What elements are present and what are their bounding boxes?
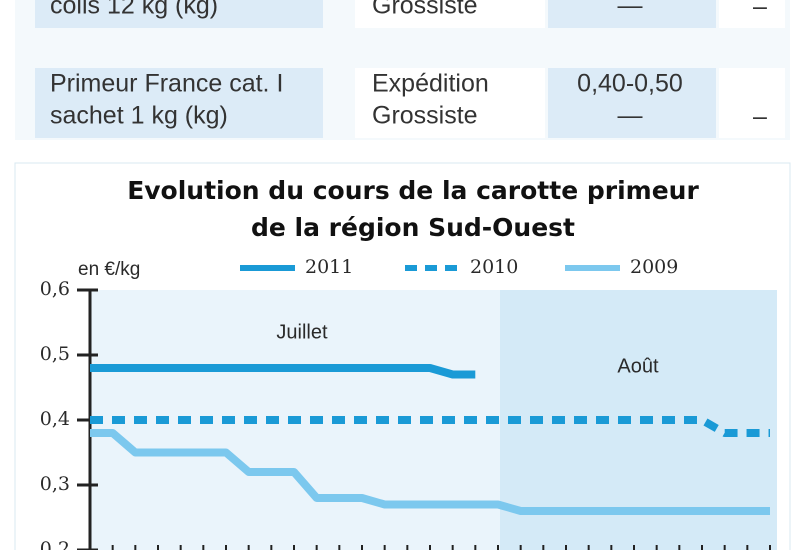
- y-tick-label: 0,2: [40, 538, 70, 550]
- cell-text: —: [618, 102, 643, 130]
- chart-title: de la région Sud-Ouest: [251, 213, 575, 242]
- cell-text: colis 12 kg (kg): [50, 0, 218, 20]
- annotation: Juillet: [276, 321, 328, 343]
- cell-text: 0,40-0,50: [577, 70, 683, 98]
- y-tick-label: 0,3: [40, 473, 70, 495]
- y-axis-label: en €/kg: [78, 259, 140, 280]
- august-region: [500, 290, 777, 550]
- cell-text: Grossiste: [372, 102, 478, 130]
- series-line: [90, 416, 770, 437]
- y-tick-label: 0,6: [40, 278, 70, 300]
- cell-text: Primeur France cat. I: [50, 70, 283, 98]
- table-cell: [548, 0, 716, 28]
- table-cell: [719, 0, 785, 28]
- series-line: [90, 429, 770, 515]
- cell-text: –: [753, 103, 767, 131]
- table-cell: [548, 68, 716, 138]
- cell-text: Expédition: [372, 70, 489, 98]
- legend-label: 2011: [305, 256, 353, 278]
- table-cell: [719, 68, 785, 138]
- cell-text: –: [753, 0, 767, 21]
- cell-text: Grossiste: [372, 0, 478, 20]
- table-cell: [35, 0, 323, 28]
- cell-text: —: [618, 0, 643, 20]
- y-tick-label: 0,5: [40, 343, 70, 365]
- table-cell: [355, 68, 545, 138]
- chart-title: Evolution du cours de la carotte primeur: [127, 176, 699, 205]
- legend-label: 2009: [630, 256, 678, 278]
- y-tick-label: 0,4: [40, 408, 70, 430]
- cell-text: sachet 1 kg (kg): [50, 102, 228, 130]
- annotation: Août: [617, 355, 659, 377]
- series-line: [90, 364, 476, 379]
- table-cell: [35, 68, 323, 138]
- table-cell: [355, 0, 545, 28]
- legend-label: 2010: [470, 256, 518, 278]
